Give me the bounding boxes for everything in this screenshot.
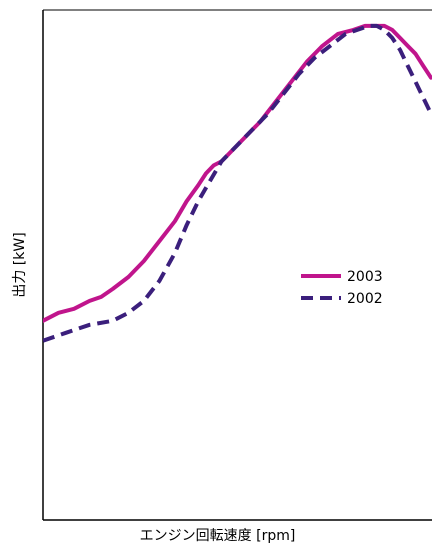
legend-label-2002: 2002: [347, 291, 383, 307]
series-line-2003: [43, 23, 432, 323]
legend: 2003 2002: [301, 269, 383, 307]
legend-label-2003: 2003: [347, 269, 383, 285]
plot-frame: [42, 9, 432, 521]
x-axis-label: エンジン回転速度 [rpm]: [140, 528, 296, 544]
y-axis-label: 出力 [kW]: [12, 232, 28, 297]
series-layer: [43, 23, 432, 343]
series-line-2002: [43, 23, 432, 343]
